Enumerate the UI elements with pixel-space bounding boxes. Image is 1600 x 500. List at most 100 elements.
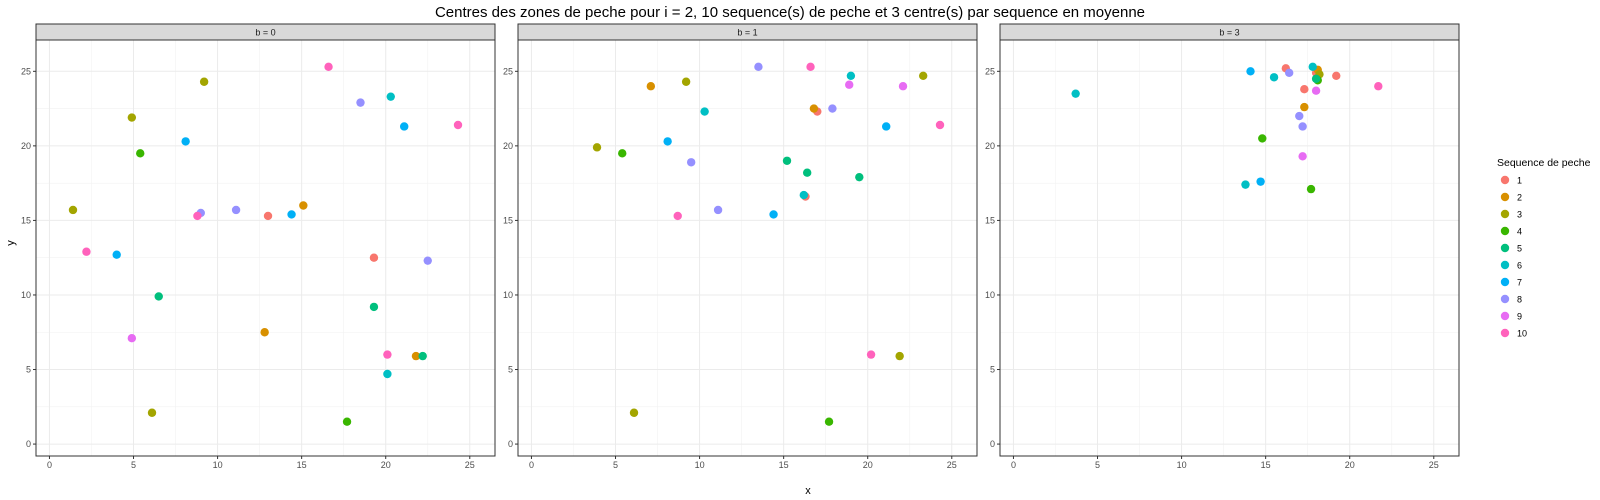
legend-key [1500, 277, 1510, 287]
x-tick-label: 5 [131, 460, 136, 470]
legend-item: 1 [1500, 175, 1522, 186]
legend-label: 8 [1517, 295, 1522, 305]
data-point [453, 120, 463, 130]
data-point [369, 253, 379, 262]
data-point [263, 211, 273, 221]
y-tick-label: 5 [990, 365, 995, 375]
data-point [324, 62, 333, 72]
facet-panel: b = 1 0 5 10 15 20 25 0 5 10 15 20 25 [503, 23, 978, 470]
legend-key [1500, 175, 1510, 185]
y-tick-label: 15 [503, 215, 513, 225]
legend-key [1500, 192, 1510, 202]
data-point [386, 92, 395, 101]
y-tick-label: 15 [985, 215, 995, 225]
data-point [342, 417, 352, 426]
data-point [369, 302, 379, 312]
legend-item: 3 [1500, 210, 1522, 220]
x-tick-label: 25 [947, 460, 957, 470]
data-point [713, 205, 723, 215]
data-point [136, 149, 145, 158]
data-point [287, 210, 296, 219]
x-axis-title: x [805, 485, 811, 497]
data-point [700, 107, 709, 116]
data-point [799, 190, 809, 200]
data-point [1311, 74, 1321, 83]
legend-label: 4 [1517, 227, 1522, 237]
data-point [882, 122, 891, 131]
legend-item: 5 [1500, 244, 1522, 254]
data-point [845, 80, 854, 89]
data-point [1311, 86, 1321, 95]
data-point [1332, 71, 1341, 80]
data-point [154, 292, 163, 301]
data-point [618, 149, 627, 158]
facet-panel: b = 0 0 5 10 15 20 25 0 5 10 15 20 25 [21, 23, 496, 470]
panel-background [518, 40, 977, 456]
legend-item: 6 [1500, 260, 1522, 271]
y-tick-label: 10 [21, 290, 31, 300]
legend-label: 6 [1517, 261, 1522, 271]
x-tick-label: 20 [381, 460, 391, 470]
data-point [423, 256, 432, 265]
legend-key [1500, 311, 1510, 321]
y-tick-label: 0 [508, 439, 513, 449]
data-point [895, 351, 904, 361]
y-tick-label: 20 [503, 141, 513, 151]
data-point [866, 350, 876, 359]
y-tick-label: 20 [985, 141, 995, 151]
legend-label: 2 [1517, 193, 1522, 203]
data-point [681, 77, 691, 86]
data-point [260, 328, 269, 337]
data-point [400, 122, 409, 131]
legend-label: 9 [1517, 312, 1522, 322]
data-point [855, 172, 864, 182]
panel-background [36, 40, 495, 456]
data-point [935, 120, 945, 130]
legend-item: 7 [1500, 277, 1522, 288]
data-point [754, 62, 763, 72]
chart-title: Centres des zones de peche pour i = 2, 1… [435, 4, 1145, 21]
data-point [898, 82, 908, 91]
data-point [629, 408, 639, 417]
legend-title: Sequence de peche [1497, 157, 1591, 169]
legend: Sequence de peche 1 2 3 4 5 6 7 8 9 10 [1497, 157, 1591, 339]
data-point [1246, 67, 1255, 76]
legend-item: 4 [1500, 226, 1522, 237]
legend-key [1500, 226, 1510, 236]
data-point [193, 211, 202, 221]
y-tick-label: 10 [985, 290, 995, 300]
x-tick-label: 20 [1345, 460, 1355, 470]
x-tick-label: 10 [695, 460, 705, 470]
y-tick-label: 0 [26, 439, 31, 449]
data-point [199, 77, 209, 86]
legend-key [1500, 260, 1510, 270]
data-point [828, 104, 837, 113]
x-tick-label: 5 [613, 460, 618, 470]
data-point [1284, 68, 1294, 78]
facet-panels: b = 0 0 5 10 15 20 25 0 5 10 15 20 25 b = 1 0 5 10 15 20 25… [21, 23, 1460, 470]
data-point [127, 334, 137, 343]
x-tick-label: 5 [1095, 460, 1100, 470]
facet-panel: b = 3 0 5 10 15 20 25 0 5 10 15 20 25 [985, 23, 1460, 470]
y-tick-label: 15 [21, 215, 31, 225]
facet-strip-label: b = 1 [737, 28, 757, 38]
panel-border [517, 39, 978, 457]
legend-label: 7 [1517, 278, 1522, 288]
data-point [802, 168, 812, 177]
x-tick-label: 25 [1429, 460, 1439, 470]
data-point [1295, 111, 1304, 121]
data-point [1374, 82, 1383, 91]
data-point [769, 210, 778, 219]
y-axis-title: y [5, 240, 17, 246]
legend-item: 8 [1500, 295, 1522, 305]
legend-label: 10 [1517, 329, 1527, 339]
y-tick-label: 0 [990, 439, 995, 449]
y-tick-label: 10 [503, 290, 513, 300]
legend-item: 2 [1500, 192, 1522, 203]
data-point [1241, 180, 1250, 189]
data-point [673, 211, 682, 221]
y-tick-label: 25 [21, 66, 31, 76]
x-tick-label: 15 [1261, 460, 1271, 470]
panel-border [35, 39, 496, 457]
